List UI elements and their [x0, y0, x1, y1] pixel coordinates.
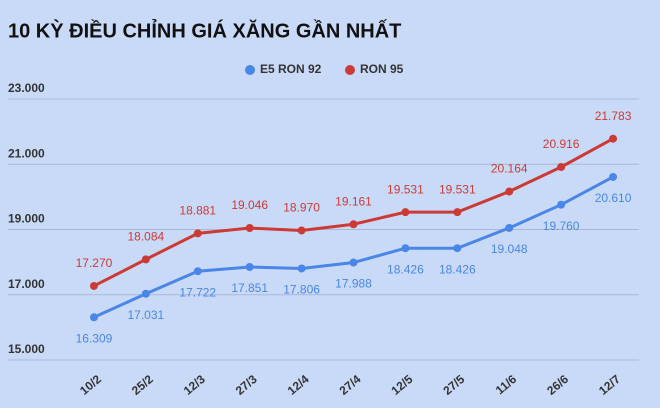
data-label: 20.916 — [543, 137, 580, 151]
data-label: 20.164 — [491, 162, 528, 176]
y-tick-label: 19.000 — [8, 212, 45, 226]
data-point — [349, 220, 358, 229]
data-label: 17.988 — [335, 277, 372, 291]
data-label: 17.806 — [283, 283, 320, 297]
data-point — [141, 255, 150, 264]
data-label: 19.161 — [335, 194, 372, 208]
data-point — [505, 223, 514, 232]
data-point — [505, 187, 514, 196]
data-label: 16.309 — [76, 331, 113, 345]
data-point — [557, 200, 566, 209]
data-label: 19.531 — [387, 182, 424, 196]
data-label: 19.531 — [439, 182, 476, 196]
y-tick-label: 23.000 — [8, 81, 45, 95]
data-point — [89, 313, 98, 322]
data-point — [245, 262, 254, 271]
data-point — [557, 162, 566, 171]
data-label: 18.426 — [387, 262, 424, 276]
data-point — [245, 223, 254, 232]
data-label: 21.783 — [595, 109, 632, 123]
data-point — [193, 229, 202, 238]
data-point — [453, 208, 462, 217]
data-label: 17.270 — [76, 256, 113, 270]
data-point — [609, 172, 618, 181]
data-label: 17.722 — [179, 285, 216, 299]
data-label: 20.610 — [595, 191, 632, 205]
y-tick-label: 17.000 — [8, 277, 45, 291]
legend-label: E5 RON 92 — [260, 62, 322, 76]
legend-marker — [245, 65, 255, 75]
y-tick-label: 21.000 — [8, 146, 45, 160]
data-point — [609, 134, 618, 143]
legend-label: RON 95 — [360, 62, 404, 76]
data-label: 18.426 — [439, 262, 476, 276]
chart-title: 10 KỲ ĐIỀU CHỈNH GIÁ XĂNG GẦN NHẤT — [8, 18, 401, 42]
data-label: 17.031 — [128, 308, 165, 322]
data-point — [193, 267, 202, 276]
data-label: 18.970 — [283, 201, 320, 215]
data-point — [349, 258, 358, 267]
data-point — [401, 244, 410, 253]
data-point — [453, 244, 462, 253]
y-tick-label: 15.000 — [8, 342, 45, 356]
data-label: 18.881 — [179, 204, 216, 218]
data-label: 18.084 — [128, 230, 165, 244]
data-point — [141, 289, 150, 298]
data-point — [401, 208, 410, 217]
data-point — [89, 281, 98, 290]
legend-marker — [345, 65, 355, 75]
data-point — [297, 264, 306, 273]
data-label: 19.048 — [491, 242, 528, 256]
data-label: 19.046 — [231, 198, 268, 212]
data-label: 17.851 — [231, 281, 268, 295]
data-label: 19.760 — [543, 219, 580, 233]
data-point — [297, 226, 306, 235]
